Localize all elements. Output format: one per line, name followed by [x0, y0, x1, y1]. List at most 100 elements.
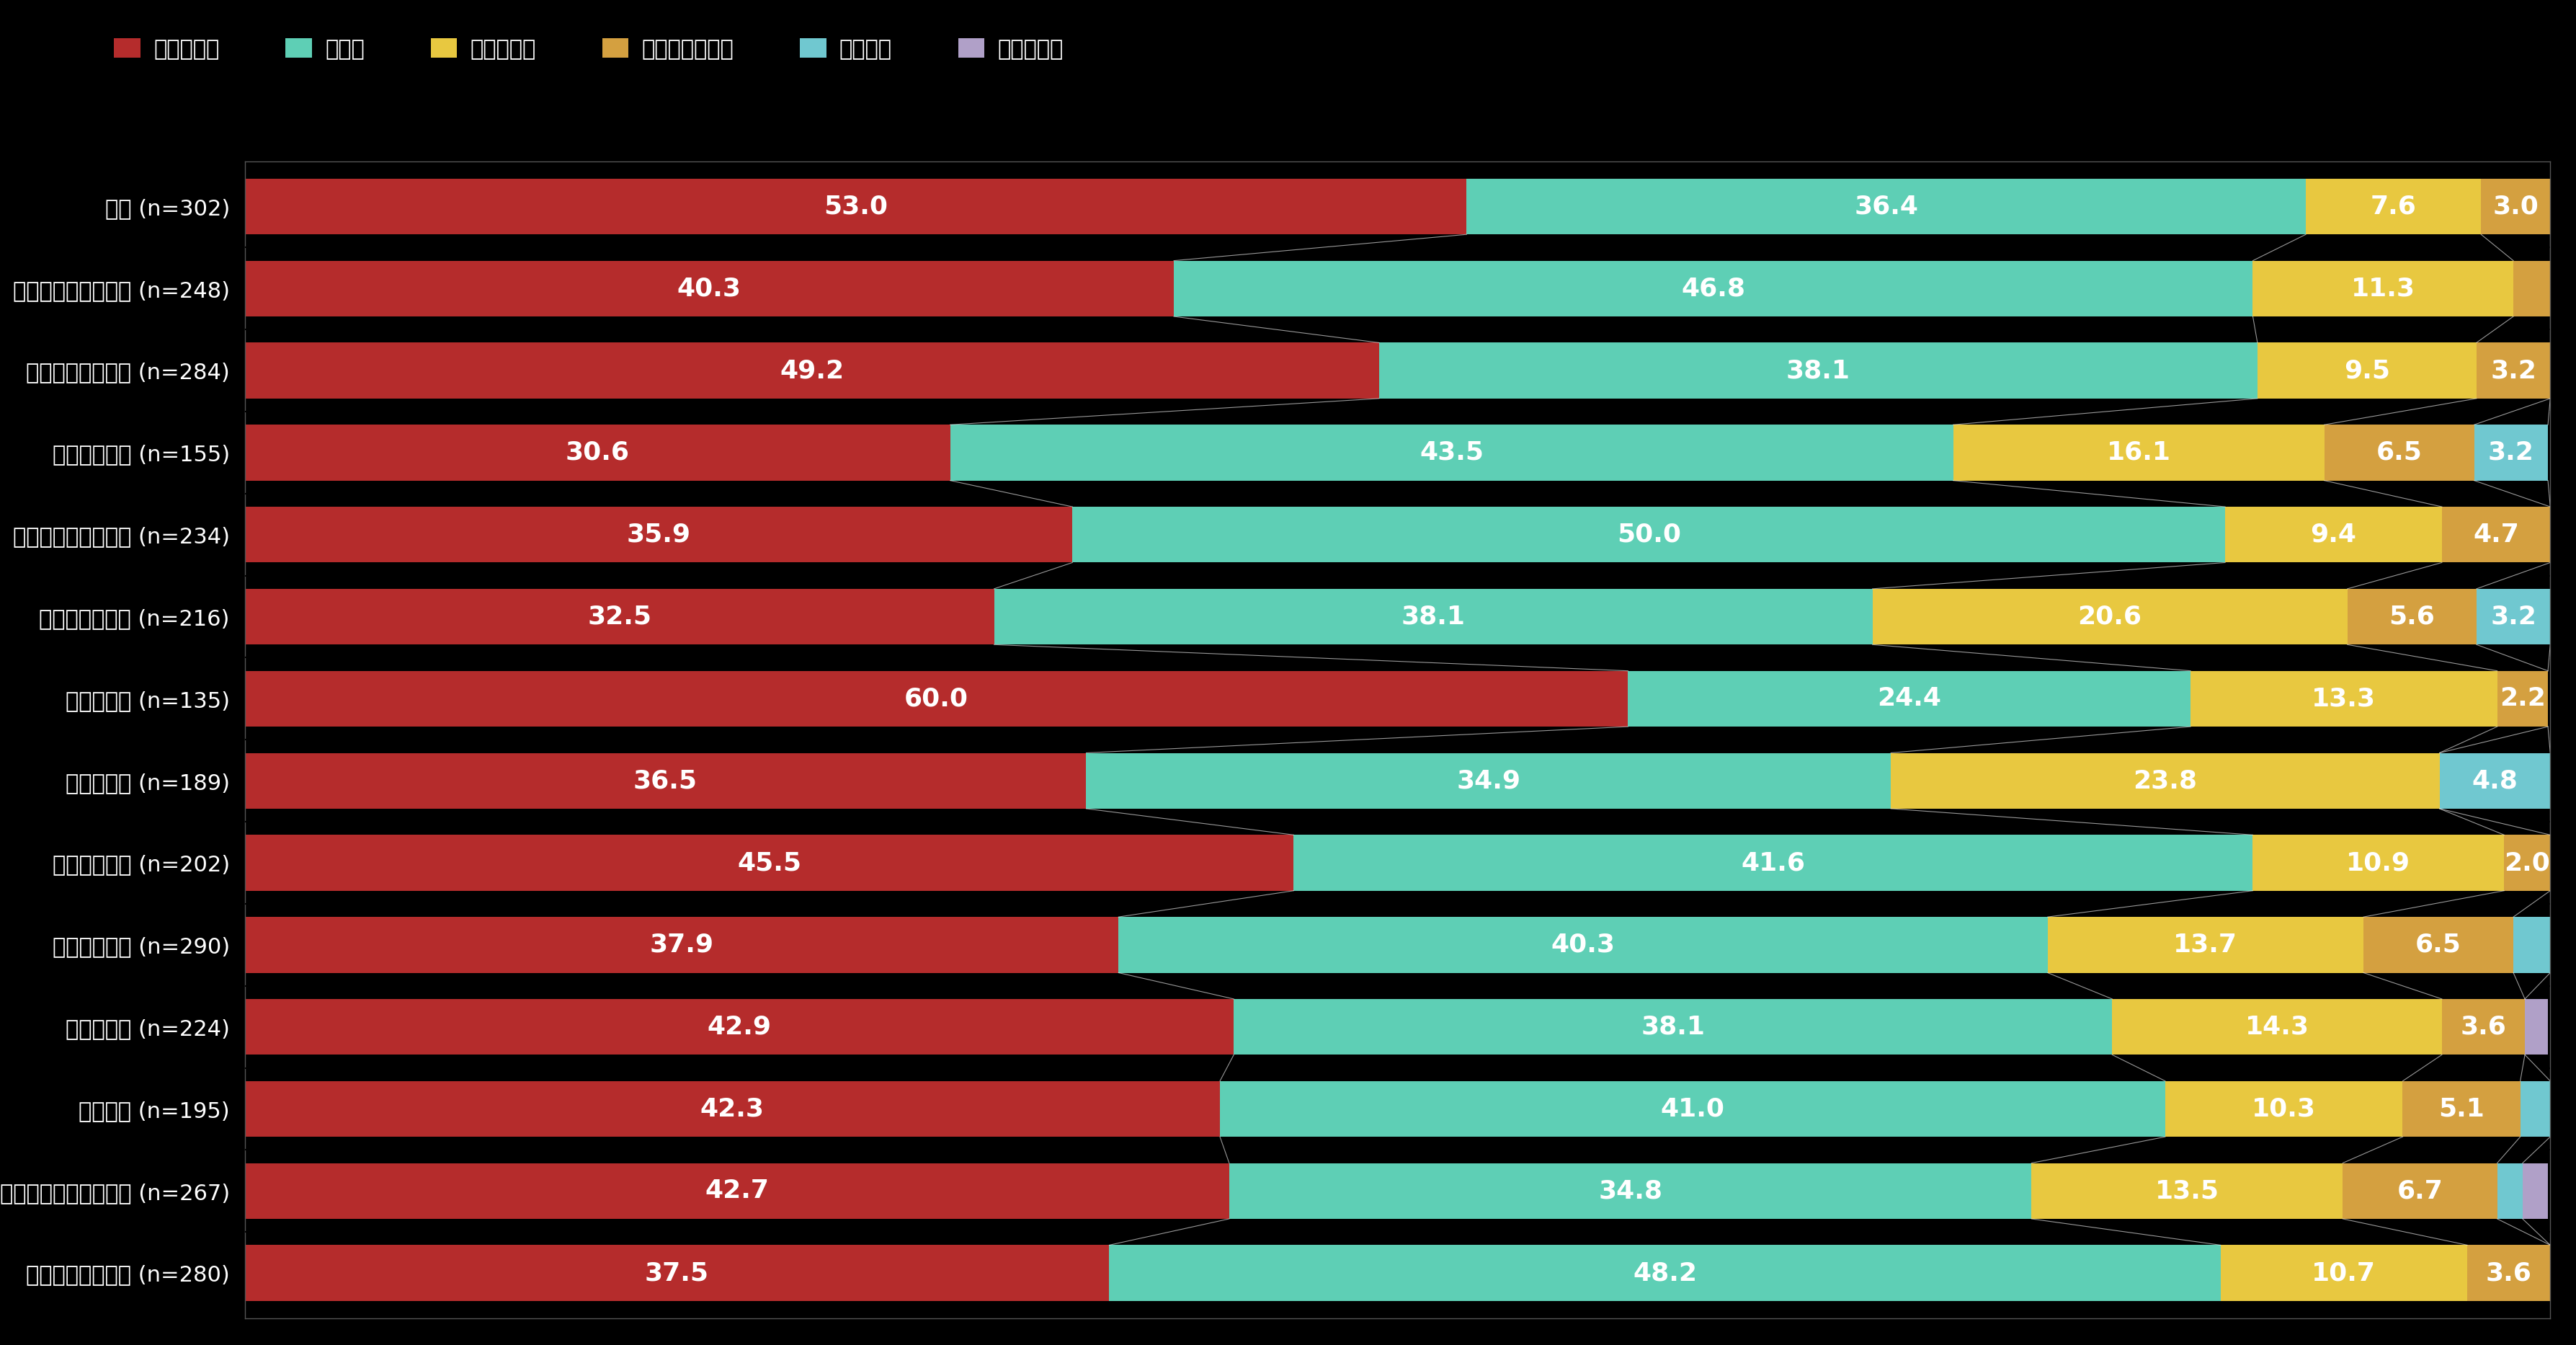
- Text: 38.1: 38.1: [1641, 1014, 1705, 1040]
- Text: 36.5: 36.5: [634, 768, 698, 794]
- Bar: [951, 425, 1953, 480]
- Bar: [2514, 917, 2550, 972]
- Bar: [2439, 753, 2550, 808]
- Bar: [2481, 179, 2550, 234]
- Text: 24.4: 24.4: [1878, 686, 1942, 712]
- Bar: [1466, 179, 2306, 234]
- Bar: [2306, 179, 2481, 234]
- Bar: [2519, 1081, 2550, 1137]
- Text: 6.5: 6.5: [2416, 932, 2463, 958]
- Bar: [245, 1081, 1221, 1137]
- Bar: [245, 425, 951, 480]
- Bar: [1229, 1163, 2032, 1219]
- Bar: [2347, 589, 2476, 644]
- Bar: [2514, 261, 2550, 316]
- Text: 43.5: 43.5: [1419, 440, 1484, 465]
- Bar: [2522, 1163, 2548, 1219]
- Bar: [2442, 999, 2524, 1054]
- Bar: [245, 671, 1628, 726]
- Text: 10.9: 10.9: [2347, 850, 2411, 876]
- Bar: [2112, 999, 2442, 1054]
- Text: 36.4: 36.4: [1855, 194, 1919, 219]
- Bar: [1234, 999, 2112, 1054]
- Text: 13.7: 13.7: [2174, 932, 2239, 958]
- Bar: [245, 1163, 1229, 1219]
- Bar: [1110, 1245, 2221, 1301]
- Bar: [2442, 507, 2550, 562]
- Bar: [245, 179, 1466, 234]
- Bar: [245, 999, 1234, 1054]
- Bar: [2048, 917, 2365, 972]
- Text: 3.6: 3.6: [2460, 1014, 2506, 1040]
- Bar: [2496, 1163, 2522, 1219]
- Bar: [2166, 1081, 2403, 1137]
- Bar: [2476, 589, 2550, 644]
- Text: 14.3: 14.3: [2244, 1014, 2308, 1040]
- Bar: [245, 589, 994, 644]
- Bar: [1118, 917, 2048, 972]
- Text: 13.3: 13.3: [2311, 686, 2375, 712]
- Bar: [2257, 343, 2476, 398]
- Bar: [245, 753, 1087, 808]
- Bar: [1175, 261, 2254, 316]
- Text: 46.8: 46.8: [1682, 276, 1747, 301]
- Bar: [2032, 1163, 2342, 1219]
- Text: 53.0: 53.0: [824, 194, 889, 219]
- Bar: [2324, 425, 2473, 480]
- Bar: [994, 589, 1873, 644]
- Text: 16.1: 16.1: [2107, 440, 2172, 465]
- Text: 10.7: 10.7: [2311, 1260, 2375, 1286]
- Bar: [2504, 835, 2550, 890]
- Text: 20.6: 20.6: [2079, 604, 2143, 629]
- Text: 30.6: 30.6: [564, 440, 629, 465]
- Bar: [245, 343, 1378, 398]
- Bar: [1072, 507, 2226, 562]
- Text: 49.2: 49.2: [781, 358, 845, 383]
- Bar: [2403, 1081, 2519, 1137]
- Text: 10.3: 10.3: [2251, 1096, 2316, 1122]
- Bar: [2365, 917, 2514, 972]
- Text: 48.2: 48.2: [1633, 1260, 1698, 1286]
- Text: 3.2: 3.2: [2491, 604, 2537, 629]
- Text: 3.2: 3.2: [2488, 440, 2535, 465]
- Text: 7.6: 7.6: [2370, 194, 2416, 219]
- Text: 41.0: 41.0: [1662, 1096, 1726, 1122]
- Text: 3.6: 3.6: [2486, 1260, 2532, 1286]
- Bar: [1628, 671, 2190, 726]
- Text: 45.5: 45.5: [737, 850, 801, 876]
- Bar: [245, 1245, 1110, 1301]
- Text: 41.6: 41.6: [1741, 850, 1806, 876]
- Text: 40.3: 40.3: [1551, 932, 1615, 958]
- Text: 38.1: 38.1: [1785, 358, 1850, 383]
- Bar: [2226, 507, 2442, 562]
- Text: 5.6: 5.6: [2388, 604, 2434, 629]
- Bar: [1873, 589, 2347, 644]
- Bar: [1891, 753, 2439, 808]
- Bar: [2254, 835, 2504, 890]
- Text: 9.4: 9.4: [2311, 522, 2357, 547]
- Text: 35.9: 35.9: [626, 522, 690, 547]
- Bar: [1293, 835, 2254, 890]
- Bar: [245, 261, 1175, 316]
- Bar: [2496, 671, 2548, 726]
- Text: 9.5: 9.5: [2344, 358, 2391, 383]
- Text: 6.7: 6.7: [2396, 1178, 2442, 1204]
- Text: 42.3: 42.3: [701, 1096, 765, 1122]
- Bar: [245, 507, 1072, 562]
- Text: 32.5: 32.5: [587, 604, 652, 629]
- Bar: [245, 835, 1293, 890]
- Text: 40.3: 40.3: [677, 276, 742, 301]
- Bar: [2524, 999, 2548, 1054]
- Text: 3.2: 3.2: [2491, 358, 2537, 383]
- Text: 34.9: 34.9: [1455, 768, 1520, 794]
- Text: 34.8: 34.8: [1597, 1178, 1662, 1204]
- Text: 23.8: 23.8: [2133, 768, 2197, 794]
- Text: 2.0: 2.0: [2504, 850, 2550, 876]
- Text: 13.5: 13.5: [2156, 1178, 2218, 1204]
- Legend: 強く感じる, 感じる, やや感じる, あまり感じない, 感じない, わからない: 強く感じる, 感じる, やや感じる, あまり感じない, 感じない, わからない: [113, 38, 1064, 59]
- Text: 50.0: 50.0: [1618, 522, 1682, 547]
- Text: 2.2: 2.2: [2499, 686, 2545, 712]
- Text: 37.5: 37.5: [644, 1260, 708, 1286]
- Bar: [2221, 1245, 2468, 1301]
- Bar: [245, 917, 1118, 972]
